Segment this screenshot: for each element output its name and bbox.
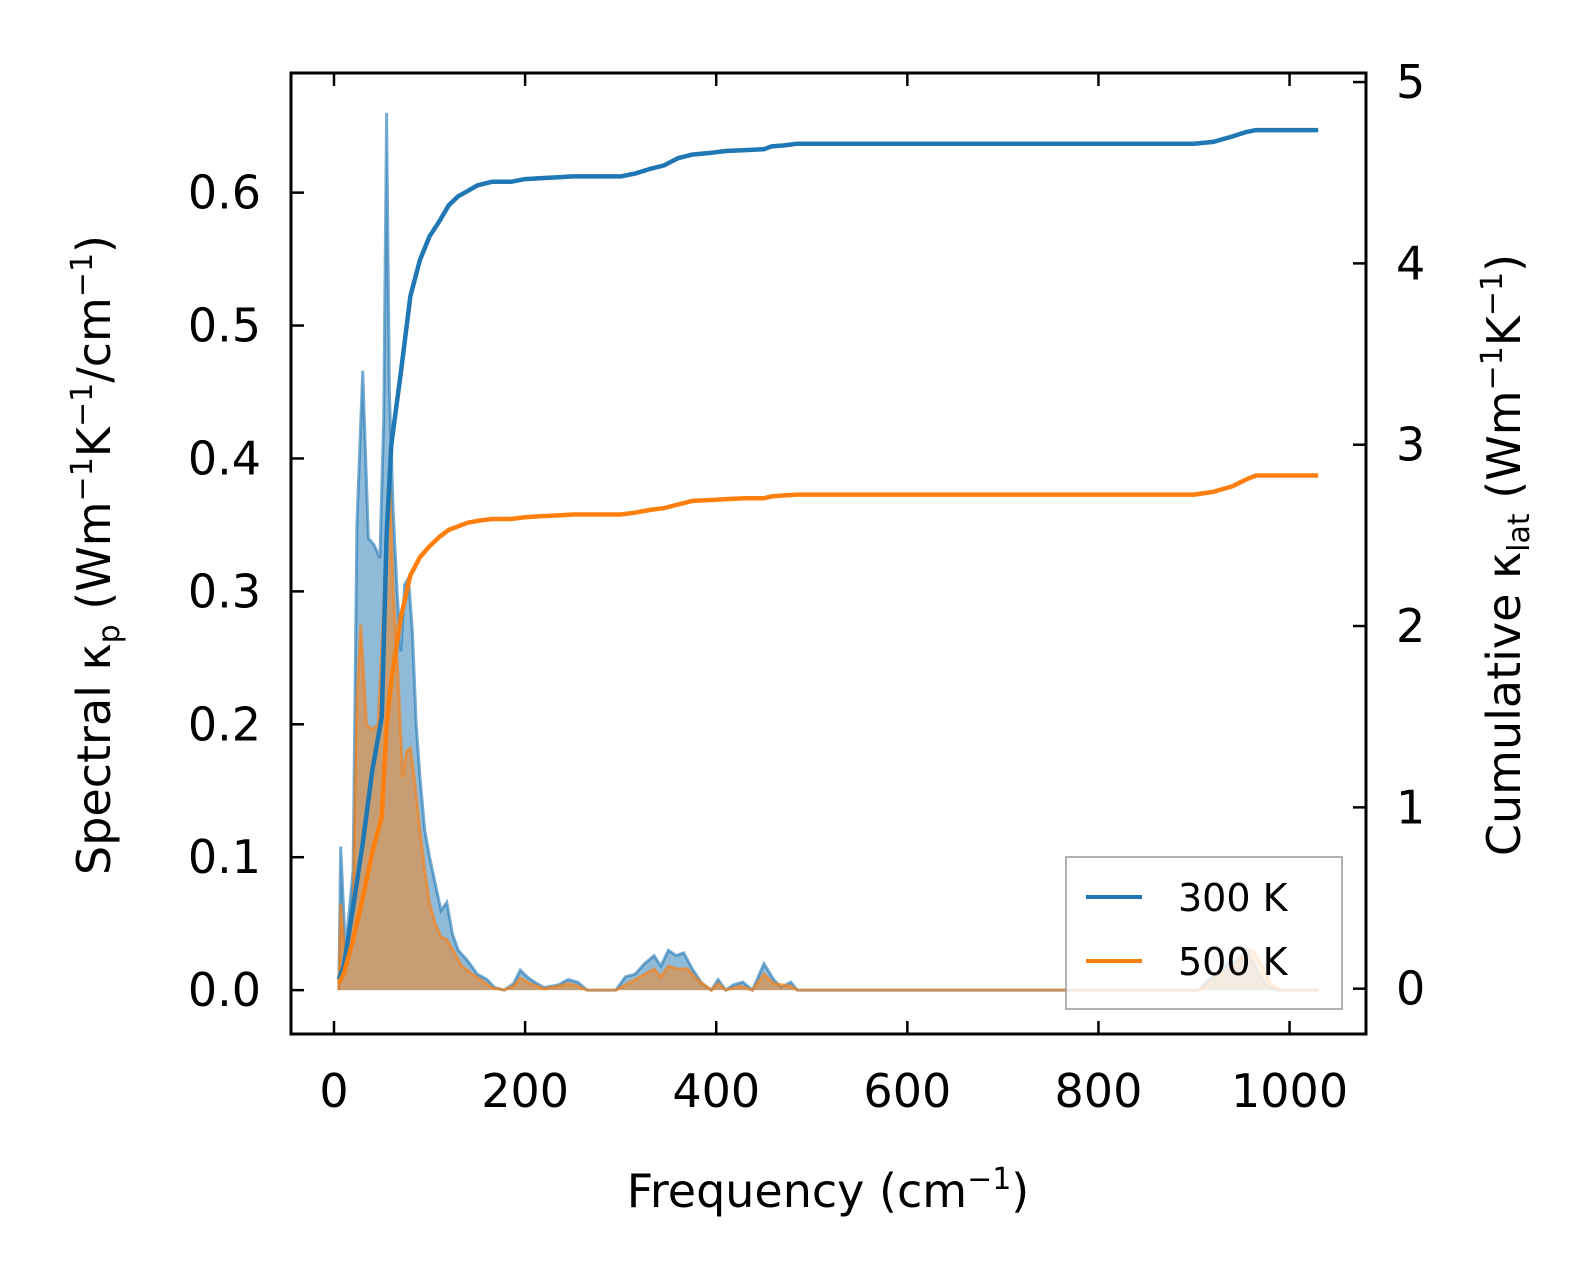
- legend: 300 K 500 K: [1065, 856, 1343, 1010]
- left-y-tick-label: 0.4: [188, 431, 261, 485]
- plot-frame: [289, 71, 1368, 1036]
- x-tick-label: 0: [319, 1064, 348, 1118]
- right-y-axis: 0 1 2 3 4 5: [1353, 55, 1425, 1016]
- legend-box: [1065, 856, 1343, 1010]
- legend-label-500k: 500 K: [1178, 940, 1289, 984]
- cumulative-line-500-k: [336, 473, 1319, 985]
- cumulative-line-300-k: [336, 127, 1319, 981]
- x-axis-label: Frequency (cm−1): [627, 1162, 1030, 1218]
- left-y-axis-label: Spectral κp (Wm−1K−1/cm−1): [65, 235, 127, 875]
- right-y-tick-label: 1: [1396, 780, 1425, 834]
- right-y-tick-label: 2: [1396, 599, 1425, 653]
- plot-area: [336, 112, 1319, 993]
- left-y-tick-label: 0.6: [188, 166, 261, 220]
- left-y-tick-label: 0.1: [188, 830, 261, 884]
- left-y-tick-label: 0.5: [188, 299, 261, 353]
- x-tick-label: 1000: [1231, 1064, 1348, 1118]
- spectral-area-500-k: [338, 471, 1319, 991]
- left-y-axis: 0.0 0.1 0.2 0.3 0.4 0.5 0.6: [188, 166, 304, 1017]
- x-axis: 0 200 400 600 800 1000: [319, 73, 1348, 1118]
- right-y-tick-label: 3: [1396, 418, 1425, 472]
- right-y-tick-label: 5: [1396, 55, 1425, 109]
- x-tick-label: 800: [1055, 1064, 1143, 1118]
- right-y-axis-label: Cumulative κlat (Wm−1K−1): [1475, 254, 1537, 856]
- x-tick-label: 600: [863, 1064, 951, 1118]
- legend-label-300k: 300 K: [1178, 876, 1289, 920]
- spectral-area-300-k: [338, 112, 1319, 991]
- right-y-tick-label: 0: [1396, 962, 1425, 1016]
- x-tick-label: 200: [481, 1064, 569, 1118]
- left-y-tick-label: 0.2: [188, 697, 261, 751]
- x-tick-label: 400: [672, 1064, 760, 1118]
- left-y-tick-label: 0.0: [188, 963, 261, 1017]
- left-y-tick-label: 0.3: [188, 564, 261, 618]
- right-y-tick-label: 4: [1396, 236, 1425, 290]
- spectral-line-500-k: [337, 471, 1319, 993]
